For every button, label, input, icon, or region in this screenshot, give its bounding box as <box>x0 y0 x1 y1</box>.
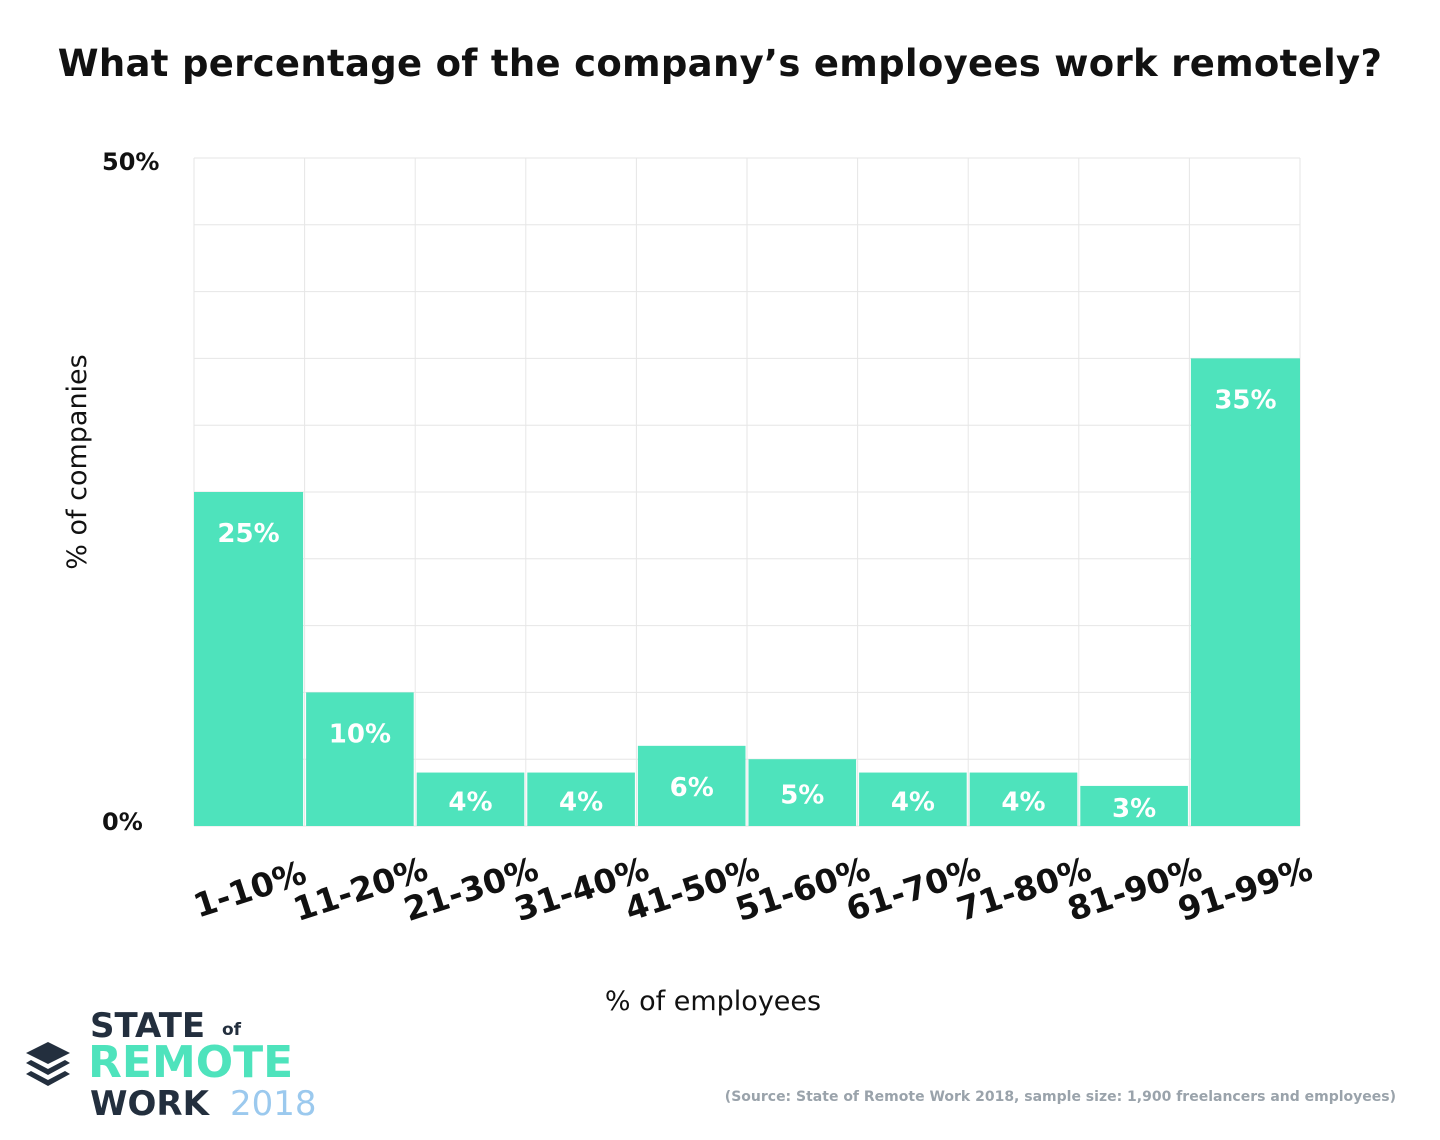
value-label: 6% <box>670 773 714 803</box>
y-tick-label-min: 0% <box>102 808 143 836</box>
x-axis-label: % of employees <box>605 986 821 1017</box>
x-tick-label: 1-10% <box>189 853 311 926</box>
chart-title: What percentage of the company’s employe… <box>57 42 1383 85</box>
logo-state-text: STATE <box>90 1006 206 1046</box>
value-label: 3% <box>1112 794 1156 824</box>
bar-21-30% <box>416 772 525 826</box>
value-labels: 25% 10% 4% 4% 6% 5% 4% 4% 3% 35% <box>217 385 1276 824</box>
value-label: 10% <box>329 719 391 749</box>
brand-logo: STATE of REMOTE WORK 2018 <box>24 1008 344 1128</box>
bar-61-70% <box>859 772 967 826</box>
value-label: 4% <box>891 787 935 817</box>
axes: % of companies % of employees <box>62 354 821 1017</box>
axis-ticks: 1-10%11-20%21-30%31-40%41-50%51-60%61-70… <box>102 148 1317 929</box>
source-note: (Source: State of Remote Work 2018, samp… <box>724 1089 1396 1105</box>
value-label: 25% <box>217 519 279 549</box>
y-axis-label: % of companies <box>62 354 93 570</box>
logo-work-text: WORK <box>90 1084 209 1124</box>
bar-31-40% <box>527 772 635 826</box>
value-label: 4% <box>559 787 603 817</box>
bar-1-10% <box>194 492 304 826</box>
bar-41-50% <box>637 745 746 826</box>
logo-remote-text: REMOTE <box>88 1037 294 1088</box>
value-label: 5% <box>780 781 824 811</box>
bar-11-20% <box>306 692 414 826</box>
bar-51-60% <box>748 759 857 826</box>
bar-81-90% <box>1080 785 1188 826</box>
y-tick-label-max: 50% <box>102 148 159 176</box>
layers-icon <box>26 1042 70 1086</box>
logo-of-text: of <box>222 1020 242 1040</box>
logo-year-text: 2018 <box>230 1084 317 1124</box>
bars <box>194 358 1300 826</box>
bar-71-80% <box>969 772 1078 826</box>
bar-91-99% <box>1190 358 1300 826</box>
value-label: 35% <box>1214 385 1276 415</box>
value-label: 4% <box>448 787 492 817</box>
value-label: 4% <box>1001 787 1045 817</box>
bar-chart: 25% 10% 4% 4% 6% 5% 4% 4% 3% 35% 1-10%11-20%21-30… <box>62 148 1317 1017</box>
